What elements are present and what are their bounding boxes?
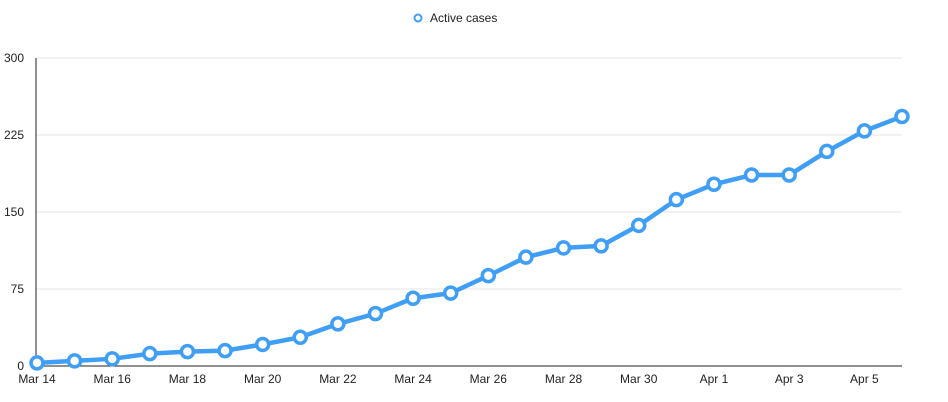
legend-marker-icon (413, 13, 423, 23)
data-point[interactable] (630, 217, 647, 234)
axes: 0 75 150 225 300 Mar 14 Mar 16 Mar 18 Mar 20 Mar … (4, 51, 902, 386)
y-tick-label: 225 (4, 128, 24, 142)
y-tick-label: 75 (11, 282, 25, 296)
x-tick-label: Apr 3 (775, 372, 804, 386)
data-point[interactable] (367, 305, 384, 322)
x-tick-label: Mar 16 (94, 372, 132, 386)
data-point[interactable] (104, 351, 120, 367)
data-point[interactable] (442, 285, 459, 301)
data-point[interactable] (29, 355, 45, 371)
grid (36, 57, 902, 290)
data-point[interactable] (743, 167, 760, 183)
data-point[interactable] (555, 240, 572, 256)
data-point[interactable] (706, 176, 722, 193)
data-point[interactable] (819, 143, 835, 160)
data-point[interactable] (330, 316, 346, 332)
x-tick-label: Apr 5 (850, 372, 879, 386)
x-tick-label: Mar 18 (169, 372, 207, 386)
data-point[interactable] (254, 336, 271, 353)
x-tick-label: Mar 26 (470, 372, 508, 386)
data-point[interactable] (668, 191, 685, 208)
data-point[interactable] (405, 290, 421, 306)
legend-label: Active cases (430, 11, 497, 25)
data-point[interactable] (856, 123, 873, 139)
data-point[interactable] (781, 167, 797, 183)
series-line-active-cases (34, 114, 905, 366)
x-tick-label: Mar 28 (545, 372, 583, 386)
data-point[interactable] (66, 353, 83, 369)
series (29, 108, 910, 371)
y-tick-label: 0 (17, 359, 24, 373)
data-point[interactable] (217, 342, 233, 359)
data-point[interactable] (593, 238, 609, 254)
data-point[interactable] (894, 108, 910, 125)
data-point[interactable] (480, 267, 497, 284)
x-tick-label: Mar 14 (18, 372, 56, 386)
x-tick-label: Mar 20 (244, 372, 282, 386)
x-tick-label: Mar 24 (394, 372, 432, 386)
data-point[interactable] (292, 329, 309, 346)
x-tick-label: Apr 1 (700, 372, 729, 386)
data-point[interactable] (518, 249, 534, 265)
data-point[interactable] (179, 343, 196, 360)
y-tick-label: 150 (4, 205, 24, 219)
data-point[interactable] (142, 345, 158, 362)
y-tick-label: 300 (4, 51, 24, 65)
x-tick-label: Mar 22 (319, 372, 357, 386)
legend[interactable]: Active cases (413, 11, 498, 25)
x-tick-label: Mar 30 (620, 372, 658, 386)
